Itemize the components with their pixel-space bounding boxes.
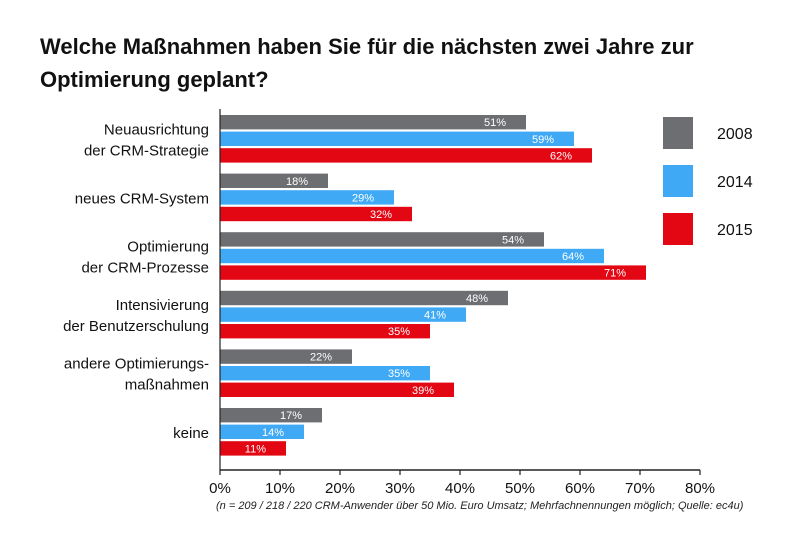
- legend-label-2014: 2014: [717, 174, 753, 191]
- bar-value-label: 51%: [484, 117, 506, 129]
- bar-2015-4: [220, 324, 430, 339]
- bar-value-label: 29%: [352, 192, 374, 204]
- x-tick-label: 70%: [625, 480, 655, 497]
- bar-2014-4: [220, 307, 466, 322]
- bar-value-label: 35%: [388, 368, 410, 380]
- legend-label-2008: 2008: [717, 126, 753, 143]
- bar-value-label: 41%: [424, 310, 446, 322]
- x-tick-label: 20%: [325, 480, 355, 497]
- legend-swatch-2014: [663, 165, 693, 197]
- category-label: Optimierung: [127, 239, 209, 256]
- bar-value-label: 14%: [262, 427, 284, 439]
- category-label: neues CRM-System: [75, 190, 209, 207]
- bar-2014-3: [220, 248, 604, 264]
- bar-value-label: 59%: [532, 134, 554, 146]
- legend-swatch-2008: [663, 117, 693, 149]
- x-tick-label: 10%: [265, 480, 295, 497]
- footnote: (n = 209 / 218 / 220 CRM-Anwender über 5…: [216, 500, 744, 512]
- bar-value-label: 35%: [388, 326, 410, 338]
- bar-value-label: 22%: [310, 352, 332, 364]
- bar-2014-5: [220, 366, 430, 381]
- bar-value-label: 32%: [370, 209, 392, 221]
- legend-swatch-2015: [663, 213, 693, 245]
- bar-2015-3: [220, 265, 646, 280]
- bar-value-label: 54%: [502, 234, 524, 246]
- bar-2008-1: [220, 115, 526, 130]
- bar-2014-1: [220, 131, 574, 146]
- bar-value-label: 39%: [412, 385, 434, 397]
- bar-value-label: 64%: [562, 251, 584, 263]
- bar-2008-4: [220, 290, 508, 306]
- category-label: der CRM-Strategie: [84, 142, 209, 159]
- x-tick-label: 40%: [445, 480, 475, 497]
- bar-2015-5: [220, 382, 454, 397]
- x-axis: 0% 10% 20% 30% 40% 50% 60% 70% 80%: [209, 109, 715, 497]
- x-tick-label: 60%: [565, 480, 595, 497]
- category-label: der Benutzerschulung: [63, 318, 209, 335]
- bar-2008-3: [220, 232, 544, 247]
- bars-group: 51% 59% 62% 18% 29% 32% 54% 64% 71% 48% 41% 35% 22% 3…: [220, 115, 646, 456]
- bar-2015-1: [220, 148, 592, 163]
- x-tick-label: 80%: [685, 480, 715, 497]
- bar-2015-2: [220, 206, 412, 222]
- category-label: der CRM-Prozesse: [81, 260, 209, 277]
- legend-label-2015: 2015: [717, 222, 753, 239]
- category-label: Intensivierung: [116, 297, 209, 314]
- category-labels: Neuausrichtung der CRM-Strategie neues CRM…: [63, 121, 209, 442]
- chart-title-line-2: Optimierung geplant?: [40, 67, 269, 92]
- x-tick-label: 50%: [505, 480, 535, 497]
- chart-title-line-1: Welche Maßnahmen haben Sie für die nächs…: [40, 34, 694, 59]
- bar-value-label: 18%: [286, 176, 308, 188]
- legend: 2008 2014 2015: [663, 117, 753, 245]
- category-label: maßnahmen: [125, 377, 209, 394]
- category-label: andere Optimierungs-: [64, 356, 209, 373]
- bar-2008-6: [220, 408, 322, 423]
- bar-value-label: 17%: [280, 410, 302, 422]
- bar-2008-5: [220, 349, 352, 364]
- bar-value-label: 62%: [550, 150, 572, 162]
- bar-value-label: 48%: [466, 293, 488, 305]
- bar-value-label: 71%: [604, 268, 626, 280]
- x-tick-label: 0%: [209, 480, 231, 497]
- category-label: Neuausrichtung: [104, 121, 209, 138]
- bar-2015-6: [220, 441, 286, 456]
- chart-title: Welche Maßnahmen haben Sie für die nächs…: [40, 30, 740, 96]
- x-tick-label: 30%: [385, 480, 415, 497]
- bar-value-label: 11%: [245, 443, 266, 455]
- bar-2014-2: [220, 190, 394, 205]
- bar-2014-6: [220, 424, 304, 439]
- bar-2008-2: [220, 173, 328, 188]
- category-label: keine: [173, 425, 209, 442]
